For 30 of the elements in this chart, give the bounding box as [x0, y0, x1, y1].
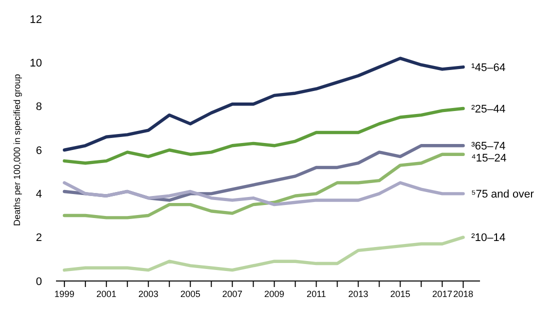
y-tick-label: 2 — [36, 232, 42, 244]
y-tick-label: 12 — [30, 14, 42, 26]
x-tick-label: 1999 — [54, 289, 74, 299]
x-tick-label: 2018 — [453, 289, 474, 299]
x-tick-label: 2017 — [432, 289, 452, 299]
x-tick-label: 2001 — [96, 289, 116, 299]
y-tick-label: 4 — [36, 188, 42, 201]
series-label: ²25–44 — [471, 103, 506, 116]
line-series — [62, 181, 465, 206]
x-tick-label: 2015 — [390, 289, 410, 299]
y-tick-label: 6 — [36, 144, 42, 157]
y-axis-title: Deaths per 100,000 in specified group — [12, 74, 22, 226]
series-label: ⁴15–24 — [471, 152, 507, 164]
y-tick-label: 8 — [36, 101, 42, 114]
y-tick-label: 10 — [30, 58, 42, 70]
line-series — [62, 56, 465, 152]
x-tick-label: 2003 — [138, 289, 158, 299]
series-label: ⁵75 and over — [471, 188, 534, 201]
x-tick-label: 2007 — [222, 289, 242, 299]
y-tick-label: 0 — [36, 276, 42, 288]
series-label: ³65–74 — [471, 140, 506, 152]
x-tick-label: 2013 — [348, 289, 368, 299]
x-tick-label: 2009 — [264, 289, 284, 299]
series-label: ²10–14 — [471, 232, 506, 244]
x-tick-label: 2011 — [306, 289, 326, 299]
line-series — [62, 106, 465, 165]
series-label: ¹45–64 — [471, 62, 506, 74]
line-series — [62, 236, 465, 272]
line-series — [62, 152, 465, 220]
x-tick-label: 2005 — [180, 289, 200, 299]
